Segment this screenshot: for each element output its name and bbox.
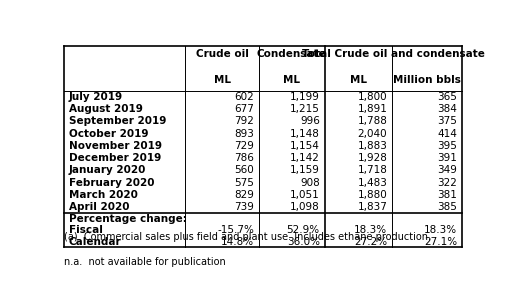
Text: n.a.  not available for publication: n.a. not available for publication <box>64 257 226 267</box>
Text: Calendar: Calendar <box>69 237 122 247</box>
Text: Condensate: Condensate <box>257 49 327 59</box>
Text: 14.8%: 14.8% <box>221 237 254 247</box>
Text: 375: 375 <box>437 117 457 127</box>
Text: 1,051: 1,051 <box>290 190 320 200</box>
Text: 18.3%: 18.3% <box>424 225 457 235</box>
Text: 829: 829 <box>234 190 254 200</box>
Text: 1,883: 1,883 <box>358 141 387 151</box>
Text: 365: 365 <box>437 92 457 102</box>
Text: 1,891: 1,891 <box>358 104 387 114</box>
Text: Percentage change:: Percentage change: <box>69 214 187 224</box>
Text: August 2019: August 2019 <box>69 104 143 114</box>
Text: 1,199: 1,199 <box>290 92 320 102</box>
Text: 677: 677 <box>234 104 254 114</box>
Text: ML: ML <box>283 75 300 85</box>
Text: 1,142: 1,142 <box>290 153 320 163</box>
Text: 18.3%: 18.3% <box>354 225 387 235</box>
Text: Fiscal: Fiscal <box>69 225 103 235</box>
Text: 2,040: 2,040 <box>358 129 387 139</box>
Text: 893: 893 <box>234 129 254 139</box>
Text: 1,159: 1,159 <box>290 165 320 175</box>
Text: 602: 602 <box>234 92 254 102</box>
Text: 729: 729 <box>234 141 254 151</box>
Text: ML: ML <box>213 75 231 85</box>
Text: Crude oil: Crude oil <box>196 49 249 59</box>
Text: 391: 391 <box>437 153 457 163</box>
Text: 322: 322 <box>437 178 457 188</box>
Text: December 2019: December 2019 <box>69 153 161 163</box>
Text: 792: 792 <box>234 117 254 127</box>
Text: 1,098: 1,098 <box>290 202 320 212</box>
Text: 908: 908 <box>300 178 320 188</box>
Text: 786: 786 <box>234 153 254 163</box>
Text: April 2020: April 2020 <box>69 202 129 212</box>
Text: 36.0%: 36.0% <box>287 237 320 247</box>
Text: 996: 996 <box>300 117 320 127</box>
Text: 1,154: 1,154 <box>290 141 320 151</box>
Text: -15.7%: -15.7% <box>218 225 254 235</box>
Text: ML: ML <box>350 75 367 85</box>
Text: 414: 414 <box>437 129 457 139</box>
Text: February 2020: February 2020 <box>69 178 154 188</box>
Text: 27.2%: 27.2% <box>354 237 387 247</box>
Text: 384: 384 <box>437 104 457 114</box>
Text: 395: 395 <box>437 141 457 151</box>
Text: 1,788: 1,788 <box>358 117 387 127</box>
Text: 52.9%: 52.9% <box>287 225 320 235</box>
Text: July 2019: July 2019 <box>69 92 123 102</box>
Text: 575: 575 <box>234 178 254 188</box>
Text: 385: 385 <box>437 202 457 212</box>
Text: 381: 381 <box>437 190 457 200</box>
Text: 349: 349 <box>437 165 457 175</box>
Text: October 2019: October 2019 <box>69 129 148 139</box>
Text: Million bbls: Million bbls <box>393 75 461 85</box>
Text: September 2019: September 2019 <box>69 117 166 127</box>
Text: 27.1%: 27.1% <box>424 237 457 247</box>
Text: 1,148: 1,148 <box>290 129 320 139</box>
Text: 1,215: 1,215 <box>290 104 320 114</box>
Text: November 2019: November 2019 <box>69 141 162 151</box>
Text: 1,718: 1,718 <box>358 165 387 175</box>
Text: 1,880: 1,880 <box>358 190 387 200</box>
Text: January 2020: January 2020 <box>69 165 146 175</box>
Text: March 2020: March 2020 <box>69 190 138 200</box>
Text: 1,928: 1,928 <box>358 153 387 163</box>
Text: 1,483: 1,483 <box>358 178 387 188</box>
Text: 1,837: 1,837 <box>358 202 387 212</box>
Text: 739: 739 <box>234 202 254 212</box>
Text: 560: 560 <box>234 165 254 175</box>
Text: (a)  Commercial sales plus field and plant use. Includes ethane production.: (a) Commercial sales plus field and plan… <box>64 231 431 242</box>
Text: Total Crude oil and condensate: Total Crude oil and condensate <box>302 49 485 59</box>
Text: 1,800: 1,800 <box>358 92 387 102</box>
